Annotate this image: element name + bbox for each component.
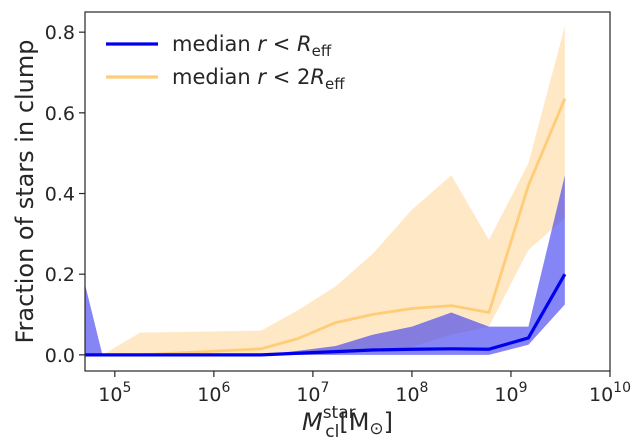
plot-frame: [84, 11, 611, 372]
legend-label-0: median r < Reff: [172, 32, 332, 60]
lines-layer: [85, 98, 567, 357]
y-tick-label-4: 0.8: [45, 22, 75, 44]
y-tick-label-0: 0.0: [45, 345, 75, 367]
x-axis-label-unit-close: ]: [384, 408, 393, 436]
x-tick-label-1: 106: [197, 380, 230, 406]
x-axis-label-sub: cl: [325, 422, 339, 441]
y-tick-label-2: 0.4: [45, 184, 75, 206]
x-tick-label-4: 109: [494, 380, 527, 406]
x-axis-label-unit-open: [M: [339, 408, 369, 436]
legend-label-1: median r < 2Reff: [172, 65, 345, 93]
y-tick-label-3: 0.6: [45, 103, 75, 125]
x-tick-label-5: 1010: [589, 380, 631, 406]
y-axis-label: Fraction of stars in clump: [11, 39, 39, 343]
ticks-layer: 0.0 0.2 0.4 0.6 0.8 105 106 107 108 109 1010: [45, 22, 631, 406]
x-axis-label-base: M: [302, 408, 323, 436]
x-tick-label-0: 105: [98, 380, 131, 406]
median-line-series-0: [85, 273, 567, 357]
x-axis-label: Mstar cl[M⊙]: [302, 403, 393, 441]
band-series-1: [85, 26, 565, 355]
band-series-0: [85, 175, 565, 355]
x-tick-label-2: 107: [296, 380, 329, 406]
bands-layer: [85, 26, 565, 355]
y-tick-label-1: 0.2: [45, 264, 75, 286]
x-axis-label-unit-sub: ⊙: [369, 419, 383, 439]
x-tick-label-3: 108: [395, 380, 428, 406]
x-axis-label-sup: star: [323, 403, 356, 423]
legend: median r < Reff median r < 2Reff: [106, 32, 345, 93]
